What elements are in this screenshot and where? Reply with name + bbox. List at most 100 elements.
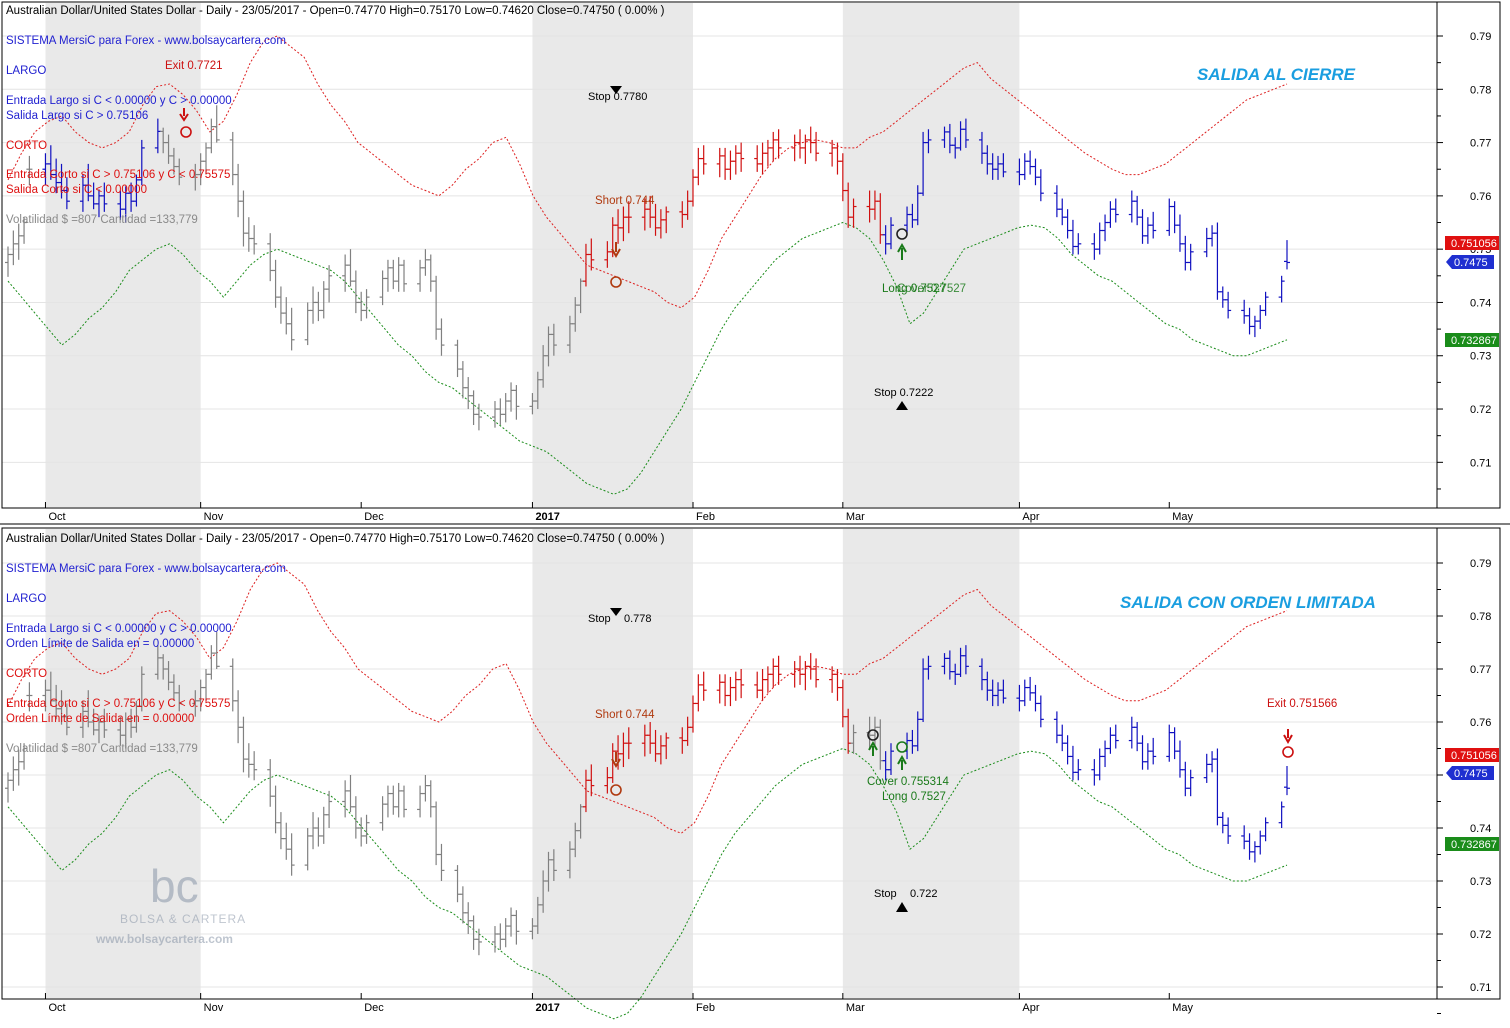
ohlc-bar	[1075, 759, 1082, 781]
ohlc-bar	[63, 703, 70, 736]
x-tick-label: May	[1172, 511, 1193, 523]
long-label: Long 0.7527	[882, 791, 946, 803]
month-stripe	[45, 529, 201, 998]
chart-panel-top: 0.790.780.770.760.750.740.730.720.71 Oct…	[1, 1, 1501, 523]
watermark-brand: BOLSA & CARTERA	[120, 912, 246, 926]
ohlc-bar	[21, 217, 28, 244]
cover-circle-marker	[867, 729, 879, 741]
exit-circle-marker	[1282, 746, 1294, 758]
grid	[2, 35, 1437, 463]
y-tick-label: 0.72	[1470, 929, 1491, 941]
ohlc-bar	[326, 265, 333, 303]
y-tick-label: 0.73	[1470, 876, 1491, 888]
ohlc-bar	[138, 666, 145, 712]
ohlc-bar	[21, 743, 28, 770]
ohlc-bar	[588, 764, 595, 797]
svg-text:0.732867: 0.732867	[1451, 335, 1497, 347]
x-tick-label: Dec	[364, 1002, 384, 1014]
ohlc-bar	[775, 129, 782, 159]
ohlc-bar	[363, 814, 370, 844]
ohlc-bar	[850, 198, 857, 228]
ohlc-bar	[1278, 275, 1285, 303]
ohlc-bar	[887, 217, 894, 250]
ohlc-bar	[288, 833, 295, 876]
ohlc-bar	[401, 785, 408, 818]
ohlc-bar	[101, 708, 108, 738]
volatility-line: Volatilidad $ =807 Cantidad =133,779	[6, 743, 198, 755]
long-arrow-icon	[897, 754, 907, 770]
ohlc-bar	[1037, 169, 1044, 202]
ohlc-bar	[213, 631, 220, 669]
stop-low-label: Stop 0.7222	[874, 387, 933, 399]
ohlc-bar	[663, 206, 670, 234]
y-tick-label: 0.77	[1470, 664, 1491, 676]
ohlc-bar	[475, 403, 482, 431]
y-tick-label: 0.79	[1470, 558, 1491, 570]
strategy-title: SALIDA AL CIERRE	[1197, 65, 1356, 84]
corto-label: CORTO	[6, 140, 47, 152]
y-tick-label: 0.74	[1470, 823, 1491, 835]
ohlc-bar	[1278, 801, 1285, 828]
y-tick-label: 0.71	[1470, 982, 1491, 994]
ohlc-bar	[775, 655, 782, 685]
ohlc-bar	[213, 105, 220, 143]
x-tick-label: Feb	[696, 1002, 715, 1014]
ohlc-bar	[251, 225, 258, 255]
short-arrow-icon	[611, 752, 621, 769]
largo-line-1: Entrada Largo si C < 0.00000 y C > 0.000…	[6, 623, 232, 635]
ohlc-bar	[326, 790, 333, 828]
y-tick-label: 0.77	[1470, 138, 1491, 150]
corto-label: CORTO	[6, 668, 47, 680]
month-stripe	[842, 529, 1020, 998]
ohlc-bars	[5, 105, 1290, 431]
stop-low-label: Stop	[874, 888, 897, 900]
ohlc-bar	[887, 743, 894, 775]
stop-high-value: 0.778	[624, 613, 652, 625]
ohlc-bar	[1187, 769, 1194, 797]
x-tick-label: 2017	[535, 1002, 559, 1014]
x-tick-label: Nov	[204, 1002, 224, 1014]
corto-line-2: Salida Corto si C < 0.00000	[6, 184, 147, 196]
system-line: SISTEMA MersiC para Forex - www.bolsayca…	[6, 563, 286, 575]
price-tag-lower: 0.732867	[1445, 333, 1499, 347]
ohlc-bar	[26, 682, 33, 712]
cover-label: Cover 0.7527	[897, 283, 966, 295]
corto-line-1: Entrada Corto si C > 0.75106 y C < 0.755…	[6, 169, 230, 181]
x-tick-label: Dec	[364, 511, 384, 523]
ohlc-bar	[176, 158, 183, 186]
stop-high-triangle-icon	[610, 86, 622, 94]
stop-low-value: 0.722	[910, 888, 938, 900]
ohlc-bar	[813, 658, 820, 688]
exit-label: Exit 0.7721	[165, 60, 223, 72]
ohlc-bar	[700, 671, 707, 701]
stop-low-triangle-icon	[896, 401, 908, 410]
watermark: bc BOLSA & CARTERA www.bolsaycartera.com	[95, 860, 246, 946]
ohlc-bar	[962, 118, 969, 148]
y-tick-label: 0.74	[1470, 297, 1491, 309]
x-tick-label: 2017	[535, 511, 559, 523]
ohlc-bar	[1075, 233, 1082, 255]
ohlc-bar	[1112, 724, 1119, 749]
y-tick-label: 0.73	[1470, 351, 1491, 363]
ohlc-bar	[401, 259, 408, 292]
svg-text:0.751056: 0.751056	[1451, 238, 1497, 250]
watermark-logo: bc	[150, 860, 199, 912]
y-axis-frame	[1436, 527, 1501, 1000]
ohlc-bar	[1112, 198, 1119, 223]
grid	[2, 562, 1437, 988]
chart-header: Australian Dollar/United States Dollar -…	[6, 533, 665, 545]
x-tick-label: Apr	[1022, 1002, 1039, 1014]
stop-high-triangle-icon	[610, 608, 622, 616]
system-line: SISTEMA MersiC para Forex - www.bolsayca…	[6, 35, 286, 47]
short-label: Short 0.744	[595, 709, 655, 721]
x-axis: Oct Nov Dec 2017 Feb Mar Apr May	[44, 502, 1194, 523]
price-tag-upper: 0.751056	[1445, 236, 1499, 250]
ohlc-bar	[700, 145, 707, 175]
ohlc-bar	[1284, 765, 1290, 796]
ohlc-bar	[63, 177, 70, 210]
ohlc-bar	[363, 289, 370, 319]
largo-label: LARGO	[6, 593, 46, 605]
ohlc-bar	[850, 724, 857, 754]
ohlc-bar	[625, 727, 632, 760]
